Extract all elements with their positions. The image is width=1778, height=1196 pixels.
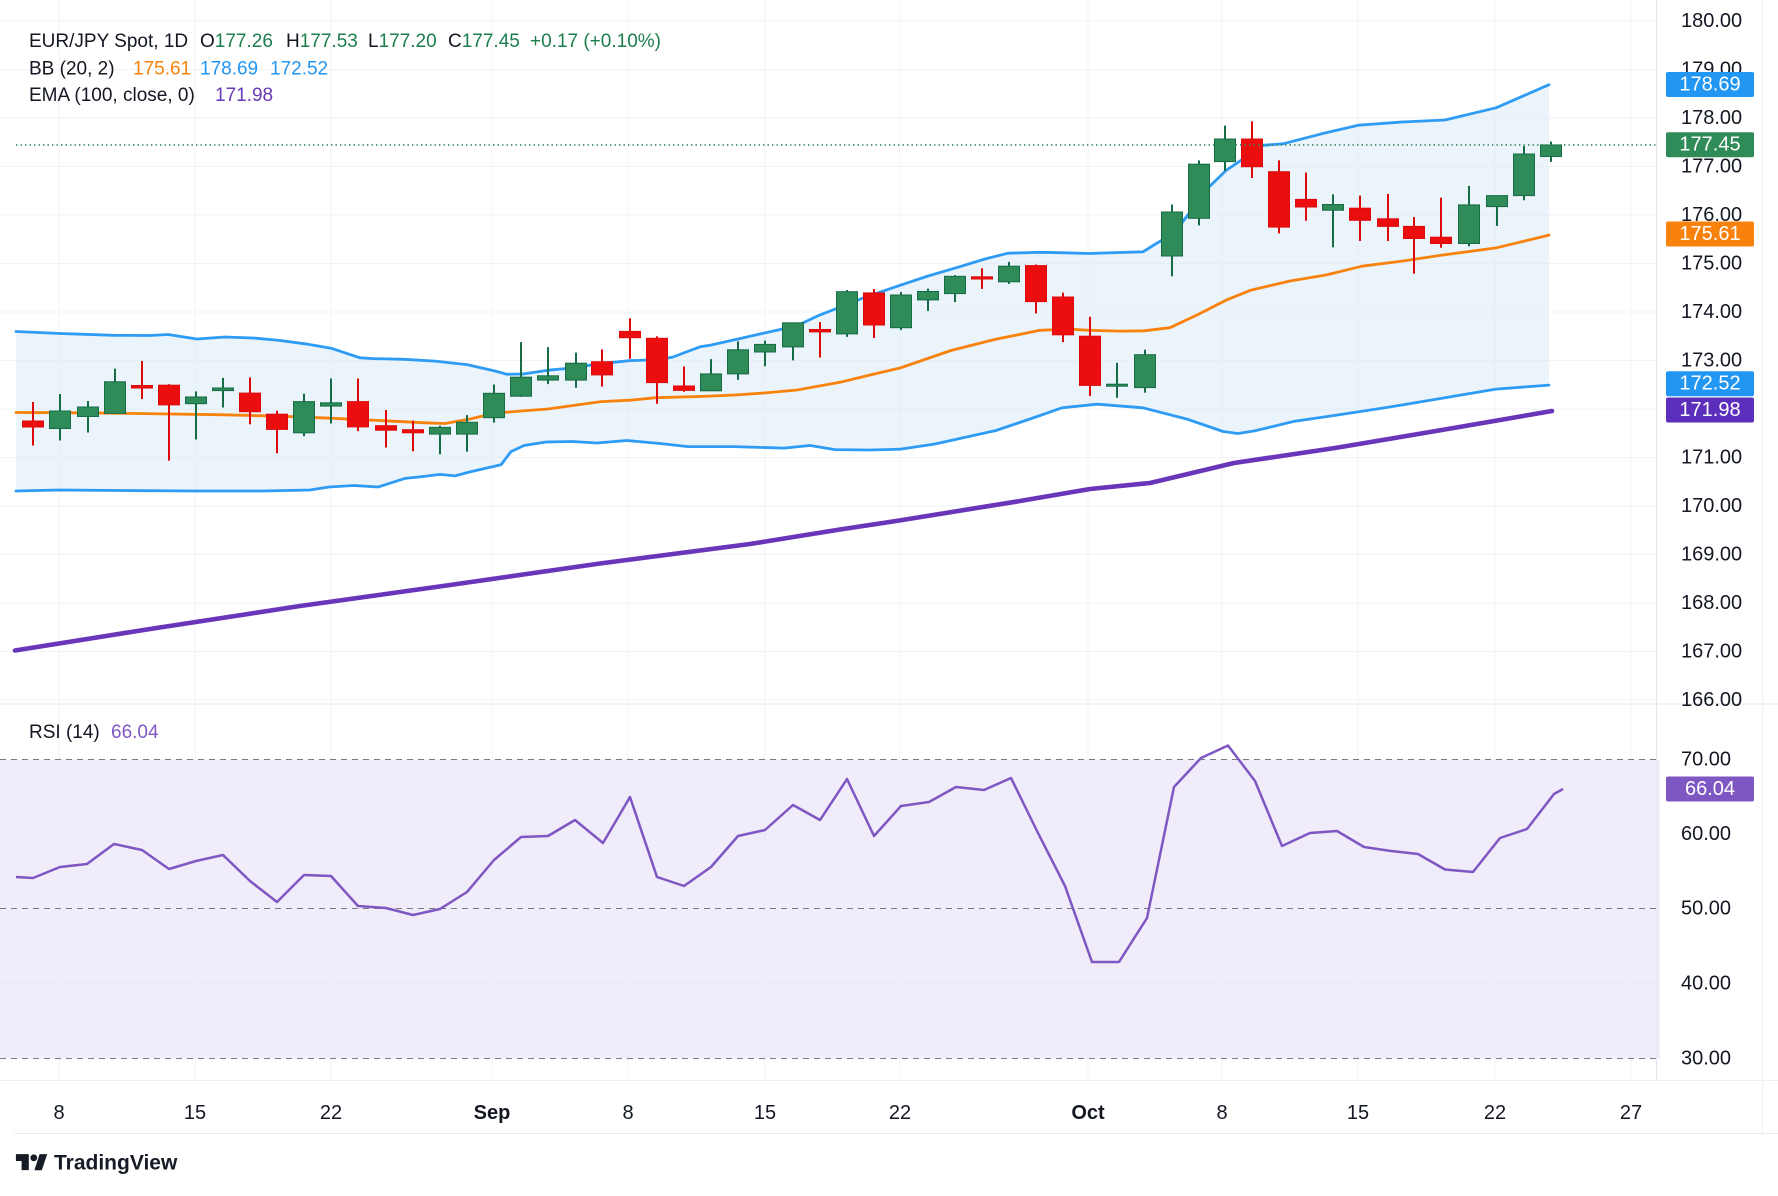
svg-text:178.00: 178.00 [1681, 107, 1742, 129]
svg-text:177.00: 177.00 [1681, 156, 1742, 178]
svg-text:70.00: 70.00 [1681, 749, 1731, 771]
svg-text:168.00: 168.00 [1681, 592, 1742, 614]
svg-text:22: 22 [889, 1102, 911, 1124]
svg-text:EMA (100, close, 0)171.98: EMA (100, close, 0) 171.98 [29, 85, 273, 106]
svg-text:60.00: 60.00 [1681, 823, 1731, 845]
svg-text:50.00: 50.00 [1681, 898, 1731, 920]
svg-text:173.00: 173.00 [1681, 350, 1742, 372]
svg-text:171.00: 171.00 [1681, 447, 1742, 469]
svg-text:27: 27 [1620, 1102, 1642, 1124]
svg-text:66.04: 66.04 [1685, 778, 1735, 800]
svg-text:170.00: 170.00 [1681, 495, 1742, 517]
svg-text:15: 15 [1347, 1102, 1369, 1124]
svg-text:22: 22 [1484, 1102, 1506, 1124]
svg-text:RSI (14)66.04: RSI (14) 66.04 [29, 722, 159, 743]
svg-text:8: 8 [53, 1102, 64, 1124]
svg-text:8: 8 [622, 1102, 633, 1124]
svg-text:15: 15 [184, 1102, 206, 1124]
svg-text:Sep: Sep [474, 1102, 511, 1124]
svg-text:169.00: 169.00 [1681, 544, 1742, 566]
svg-text:15: 15 [754, 1102, 776, 1124]
svg-text:176.00: 176.00 [1681, 204, 1742, 226]
svg-text:175.61: 175.61 [1679, 223, 1740, 245]
svg-text:172.52: 172.52 [1679, 373, 1740, 395]
svg-text:180.00: 180.00 [1681, 10, 1742, 32]
svg-text:166.00: 166.00 [1681, 689, 1742, 711]
svg-text:TradingView: TradingView [54, 1152, 178, 1175]
svg-text:8: 8 [1216, 1102, 1227, 1124]
svg-text:30.00: 30.00 [1681, 1048, 1731, 1070]
svg-text:174.00: 174.00 [1681, 301, 1742, 323]
svg-text:171.98: 171.98 [1679, 399, 1740, 421]
svg-text:167.00: 167.00 [1681, 641, 1742, 663]
svg-text:40.00: 40.00 [1681, 973, 1731, 995]
svg-text:178.69: 178.69 [1679, 74, 1740, 96]
svg-text:22: 22 [320, 1102, 342, 1124]
svg-text:175.00: 175.00 [1681, 253, 1742, 275]
svg-text:Oct: Oct [1071, 1102, 1105, 1124]
svg-text:177.45: 177.45 [1679, 134, 1740, 156]
